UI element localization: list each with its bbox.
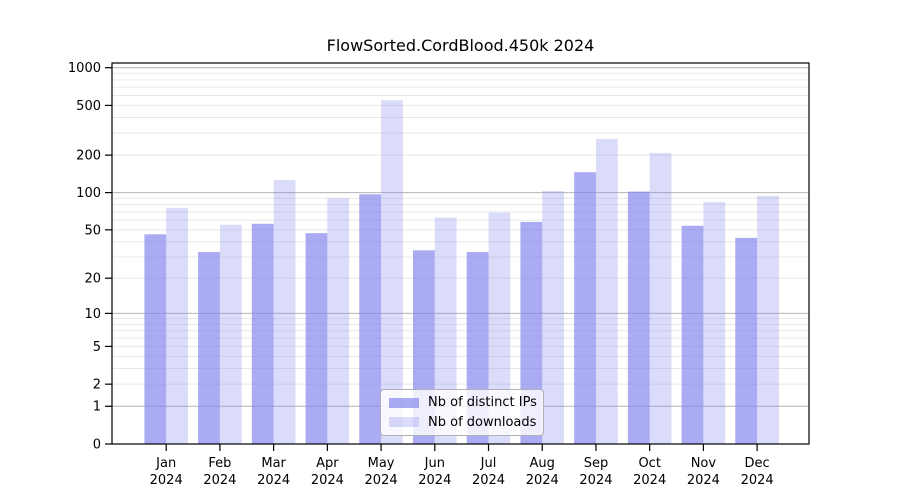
y-tick-label: 1 bbox=[93, 400, 101, 415]
bar-distinct-ips bbox=[735, 237, 758, 444]
y-tick-label: 1000 bbox=[68, 61, 101, 76]
bar-distinct-ips bbox=[198, 251, 220, 444]
x-tick-label-year: 2024 bbox=[579, 473, 612, 488]
x-tick-label-month: Aug bbox=[530, 456, 555, 471]
legend-label-distinct-ips: Nb of distinct IPs bbox=[428, 395, 537, 411]
x-tick-label-month: Jun bbox=[424, 456, 445, 471]
bar-downloads bbox=[381, 100, 403, 445]
bar-downloads bbox=[434, 217, 457, 444]
x-tick-label-year: 2024 bbox=[633, 473, 666, 488]
y-tick-label: 50 bbox=[84, 223, 101, 238]
bar-downloads bbox=[542, 191, 565, 444]
bar-distinct-ips bbox=[144, 234, 167, 444]
x-tick-label-year: 2024 bbox=[150, 473, 183, 488]
x-tick-label-month: Nov bbox=[691, 456, 717, 471]
y-tick-label: 200 bbox=[76, 149, 101, 164]
y-tick-label: 20 bbox=[84, 272, 101, 287]
legend-swatch-downloads bbox=[389, 417, 419, 428]
x-tick-label-month: May bbox=[368, 456, 395, 471]
x-tick-label-month: Jan bbox=[155, 456, 176, 471]
legend-item-downloads: Nb of downloads bbox=[389, 414, 537, 430]
bar-distinct-ips bbox=[520, 221, 543, 444]
x-tick-label-year: 2024 bbox=[526, 473, 559, 488]
x-tick-label-year: 2024 bbox=[418, 473, 451, 488]
x-tick-label-month: Mar bbox=[261, 456, 286, 471]
x-tick-label-year: 2024 bbox=[687, 473, 720, 488]
plot-frame bbox=[111, 62, 810, 445]
chart-title: FlowSorted.CordBlood.450k 2024 bbox=[326, 36, 595, 55]
bar-distinct-ips bbox=[305, 233, 328, 444]
bar-downloads bbox=[757, 195, 779, 444]
bar-distinct-ips bbox=[627, 191, 650, 444]
x-tick-label-year: 2024 bbox=[203, 473, 236, 488]
legend-label-downloads: Nb of downloads bbox=[428, 414, 537, 430]
legend-item-distinct-ips: Nb of distinct IPs bbox=[389, 395, 537, 411]
bar-downloads bbox=[166, 208, 188, 444]
y-tick-label: 500 bbox=[76, 99, 101, 114]
x-tick-label-year: 2024 bbox=[311, 473, 344, 488]
x-tick-label-month: Apr bbox=[316, 456, 339, 471]
x-tick-label-month: Feb bbox=[208, 456, 231, 471]
x-tick-label-year: 2024 bbox=[257, 473, 290, 488]
bar-downloads bbox=[327, 198, 350, 444]
y-tick-label: 100 bbox=[76, 186, 101, 201]
x-tick-label-month: Sep bbox=[584, 456, 609, 471]
x-tick-label-year: 2024 bbox=[365, 473, 398, 488]
x-tick-label-year: 2024 bbox=[472, 473, 505, 488]
y-tick-label: 5 bbox=[93, 340, 101, 355]
y-tick-label: 10 bbox=[84, 307, 101, 322]
bar-distinct-ips bbox=[574, 172, 596, 444]
y-tick-label: 2 bbox=[93, 378, 101, 393]
bar-distinct-ips bbox=[359, 194, 382, 444]
bar-downloads bbox=[219, 224, 242, 444]
bar-downloads bbox=[649, 153, 672, 444]
x-tick-label-month: Jul bbox=[480, 456, 497, 471]
bar-downloads bbox=[595, 138, 618, 444]
legend: Nb of distinct IPs Nb of downloads bbox=[380, 389, 544, 436]
bar-distinct-ips bbox=[251, 223, 274, 444]
bar-downloads bbox=[273, 180, 296, 444]
bar-downloads bbox=[703, 202, 726, 444]
bar-downloads bbox=[488, 212, 511, 444]
x-tick-label-month: Oct bbox=[638, 456, 660, 471]
x-tick-label-month: Dec bbox=[745, 456, 770, 471]
y-tick-label: 0 bbox=[93, 438, 101, 453]
bar-distinct-ips bbox=[681, 225, 704, 444]
x-tick-label-year: 2024 bbox=[741, 473, 774, 488]
legend-swatch-distinct-ips bbox=[389, 397, 419, 408]
